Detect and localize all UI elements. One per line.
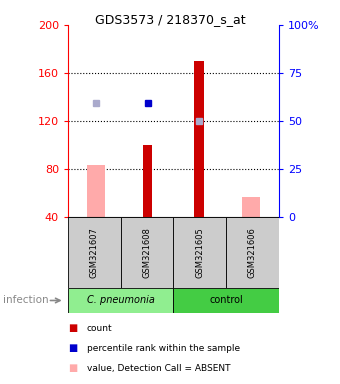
Text: control: control: [209, 295, 243, 306]
Text: ■: ■: [68, 383, 77, 384]
Text: value, Detection Call = ABSENT: value, Detection Call = ABSENT: [87, 364, 230, 373]
Bar: [68, 217, 121, 288]
Bar: [173, 217, 226, 288]
Bar: [173, 288, 279, 313]
Text: ■: ■: [68, 363, 77, 373]
Text: C. pneumonia: C. pneumonia: [87, 295, 155, 306]
Text: infection: infection: [3, 295, 49, 306]
Bar: [226, 217, 279, 288]
Bar: [194, 61, 204, 217]
Text: ■: ■: [68, 343, 77, 353]
Text: GSM321607: GSM321607: [90, 227, 99, 278]
Bar: [241, 197, 259, 217]
Bar: [68, 288, 173, 313]
Text: GSM321608: GSM321608: [142, 227, 152, 278]
Text: ■: ■: [68, 323, 77, 333]
Bar: [87, 166, 105, 217]
Text: percentile rank within the sample: percentile rank within the sample: [87, 344, 240, 353]
Bar: [121, 217, 173, 288]
Text: GSM321606: GSM321606: [248, 227, 257, 278]
Text: GSM321605: GSM321605: [195, 227, 204, 278]
Text: count: count: [87, 324, 112, 333]
Text: GDS3573 / 218370_s_at: GDS3573 / 218370_s_at: [95, 13, 245, 26]
Bar: [143, 145, 152, 217]
